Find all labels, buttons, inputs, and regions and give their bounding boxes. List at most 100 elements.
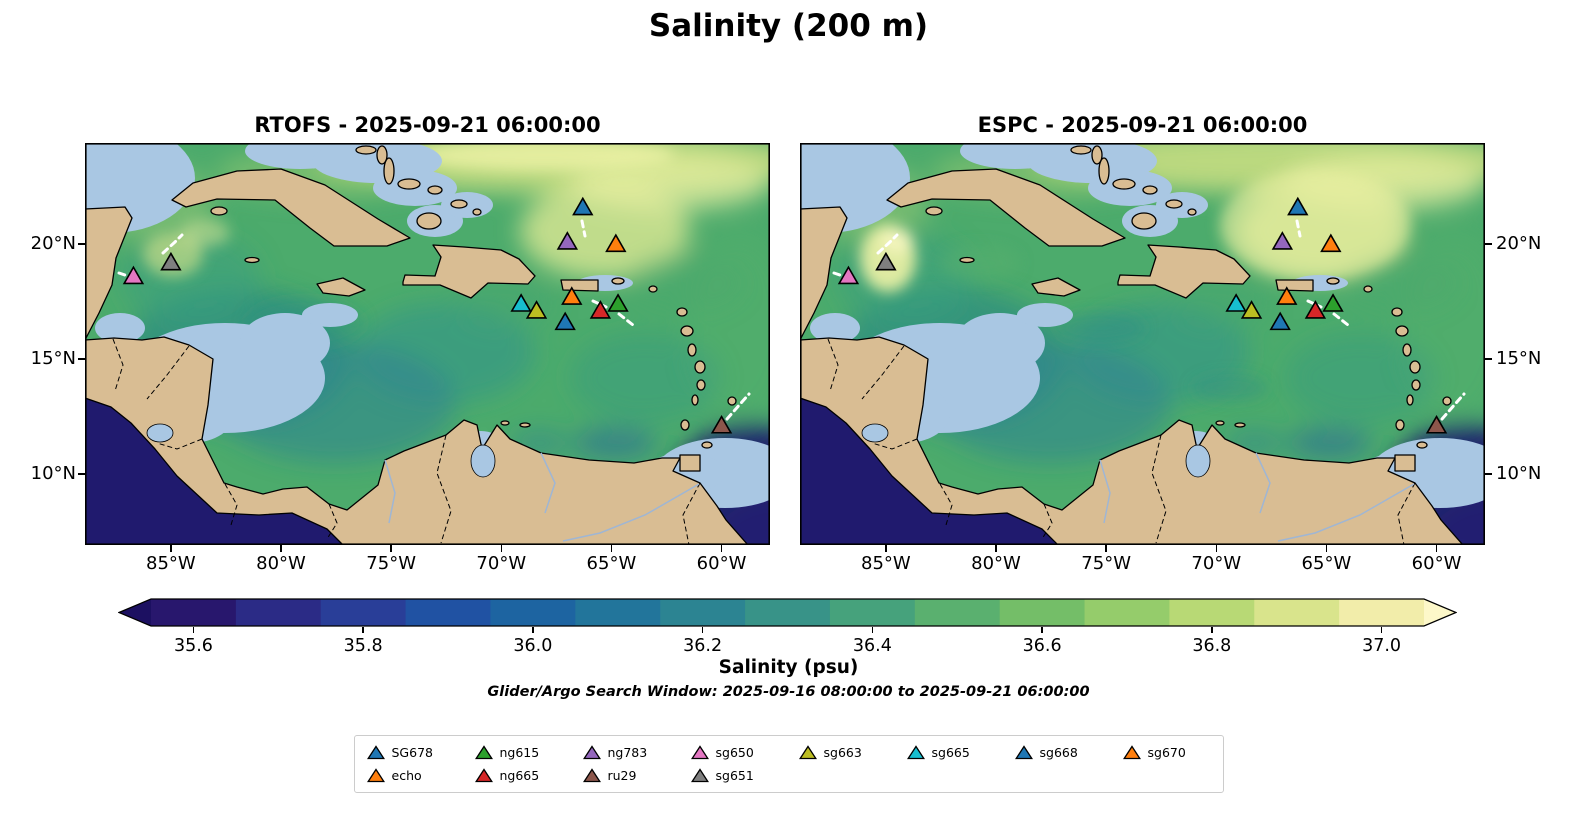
colorbar-tick-label: 36.4 [852,636,892,656]
lat-tick-label: 20°N [30,233,76,255]
x-tick-mark [170,545,172,552]
y-tick-mark [78,243,85,245]
legend-marker-ng615-icon [474,745,493,760]
legend-label-sg665: sg665 [931,745,970,760]
lon-tick-label: 80°W [971,553,1021,574]
legend-label-SG678: SG678 [391,745,433,760]
x-tick-mark [500,545,503,552]
marker-ng615 [1322,293,1344,312]
marker-ng665 [589,300,612,319]
legend-item-echo: echo [366,765,455,786]
legend-label-ng665: ng665 [499,768,540,783]
legend-marker-SG678-icon [366,745,385,760]
lat-tick-label: 20°N [1496,233,1542,255]
legend-marker-sg670-icon [1122,745,1141,760]
marker-sg670 [1320,233,1342,253]
x-tick-mark [390,545,392,552]
legend-item-ng783: ng783 [582,742,671,763]
marker-sg668 [554,311,576,331]
colorbar-tick-mark [192,627,195,633]
marker-sg663 [1240,300,1263,319]
marker-sg663 [525,300,548,319]
legend-marker-echo-icon [366,768,385,783]
colorbar-tick-mark [871,627,874,633]
marker-sg670 [605,233,627,253]
legend-label-sg668: sg668 [1039,745,1078,760]
map-panel-espc [740,123,1570,578]
colorbar-tick-label: 35.6 [173,636,213,656]
legend-column: ng783 ru29 [582,742,671,786]
legend-item-sg670: sg670 [1122,742,1211,763]
legend-marker-sg663-icon [798,745,817,760]
legend-label-sg663: sg663 [823,745,862,760]
legend-marker-ng665-icon [474,768,493,783]
map-rtofs [25,123,855,578]
marker-ru29 [710,414,733,434]
colorbar-label: Salinity (psu) [718,657,859,678]
colorbar-tick-label: 36.8 [1192,636,1232,656]
marker-sg650 [837,265,860,285]
legend-label-sg650: sg650 [715,745,754,760]
legend-label-ng783: ng783 [607,745,648,760]
lon-tick-label: 60°W [696,553,747,574]
legend-marker-sg651-icon [690,768,709,783]
legend-item-SG678: SG678 [366,742,455,763]
panel-title-espc: ESPC - 2025-09-21 06:00:00 [977,113,1308,137]
marker-ng615 [607,293,629,312]
legend-column: ng615 ng665 [474,742,563,786]
marker-sg665 [1225,293,1247,312]
marker-ru29 [1425,414,1448,434]
x-tick-mark [280,545,282,552]
legend-marker-ru29-icon [582,768,601,783]
legend-column: sg670 [1122,742,1211,786]
y-tick-mark [1485,473,1492,475]
legend-item-ng615: ng615 [474,742,563,763]
x-tick-mark [1435,545,1438,552]
search-window-note: Glider/Argo Search Window: 2025-09-16 08… [487,684,1090,700]
legend-column: SG678 echo [366,742,455,786]
lon-tick-label: 65°W [1301,553,1352,574]
lat-tick-label: 10°N [30,462,76,484]
legend-column: sg665 [906,742,995,786]
legend-label-sg651: sg651 [715,768,754,783]
colorbar-tick-mark [1041,627,1043,633]
legend-label-ru29: ru29 [607,768,637,783]
marker-sg650 [122,265,145,285]
legend-label-sg670: sg670 [1147,745,1186,760]
legend-box: SG678 echo ng615 ng665 ng783 ru29 sg650 sg651 sg… [353,735,1224,793]
colorbar-tick-label: 35.8 [343,636,383,656]
marker-sg665 [510,293,532,312]
lon-tick-label: 70°W [476,553,527,574]
legend-item-sg663: sg663 [798,742,887,763]
lon-tick-label: 60°W [1411,553,1462,574]
legend-item-sg650: sg650 [690,742,779,763]
lon-tick-label: 85°W [146,553,196,574]
colorbar-tick-mark [532,627,534,633]
legend-marker-ng783-icon [582,745,601,760]
legend-column: sg663 [798,742,887,786]
figure-title: Salinity (200 m) [648,8,929,44]
lon-tick-label: 75°W [1081,553,1131,574]
lon-tick-label: 70°W [1191,553,1242,574]
lon-tick-label: 75°W [366,553,416,574]
colorbar-tick-mark [362,627,364,633]
marker-sg651 [160,251,182,271]
x-tick-mark [610,545,613,552]
panel-title-rtofs: RTOFS - 2025-09-21 06:00:00 [254,113,601,137]
legend-column: sg668 [1014,742,1103,786]
x-tick-mark [720,545,723,552]
legend-marker-sg650-icon [690,745,709,760]
marker-sg668 [1269,311,1291,331]
y-tick-mark [78,358,85,360]
map-espc [740,123,1570,578]
legend-column: sg650 sg651 [690,742,779,786]
x-tick-mark [995,545,997,552]
marker-ng783 [1271,231,1294,250]
legend-label-echo: echo [391,768,422,783]
x-tick-mark [885,545,887,552]
colorbar-tick-label: 36.0 [513,636,553,656]
y-tick-mark [1485,358,1492,360]
legend-item-ng665: ng665 [474,765,563,786]
colorbar-tick-label: 37.0 [1362,636,1402,656]
